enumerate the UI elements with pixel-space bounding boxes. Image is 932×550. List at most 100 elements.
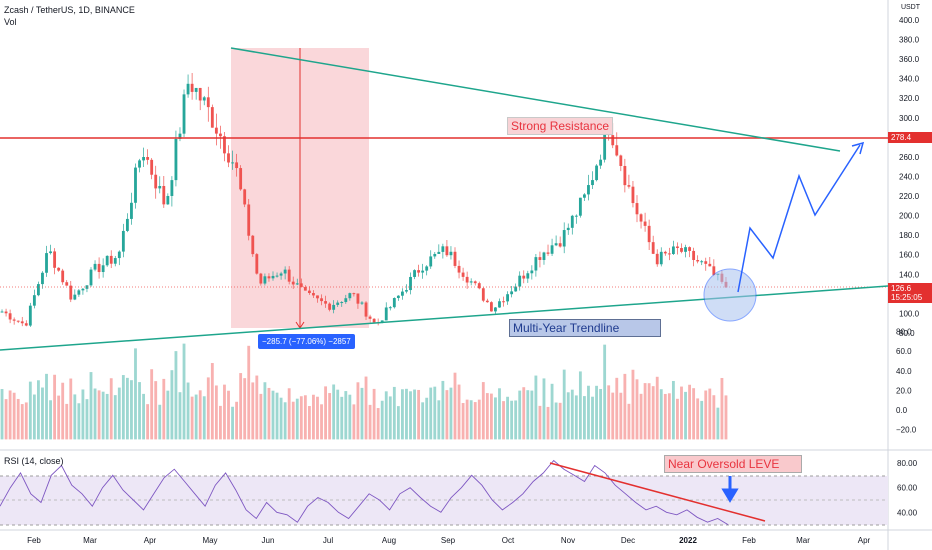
volume-bar xyxy=(720,377,724,440)
volume-bar xyxy=(146,404,150,440)
volume-bar xyxy=(659,389,663,440)
volume-bar xyxy=(611,392,615,440)
time-tick-label: Nov xyxy=(561,536,575,545)
volume-bar xyxy=(32,394,36,440)
candle-body xyxy=(279,273,283,276)
volume-bar xyxy=(77,403,81,440)
resistance-label[interactable]: Strong Resistance xyxy=(507,117,614,135)
volume-bar xyxy=(550,383,554,440)
volume-bar xyxy=(473,402,477,440)
volume-bar xyxy=(445,390,449,440)
candle-body xyxy=(558,243,562,247)
candle-body xyxy=(81,288,85,291)
time-tick-label: 2022 xyxy=(679,536,697,545)
candle-body xyxy=(530,270,534,274)
price-tick-label: 200.0 xyxy=(899,212,920,221)
candle-body xyxy=(61,270,65,283)
volume-bar xyxy=(494,397,497,440)
candle-body xyxy=(684,247,687,252)
candle-body xyxy=(303,287,307,291)
time-axis[interactable]: Feb Mar Apr May Jun Jul Aug Sep Oct Nov Dec 2022 Feb… xyxy=(27,536,870,545)
volume-bar xyxy=(684,391,687,440)
candle-body xyxy=(562,230,566,247)
rsi-axis: 80.00 60.00 40.00 xyxy=(897,459,918,517)
volume-bar xyxy=(667,393,671,440)
candle-body xyxy=(413,270,416,277)
volume-bar xyxy=(166,390,170,440)
volume-bar xyxy=(554,402,558,440)
volume-bar xyxy=(138,382,141,440)
volume-bar xyxy=(595,385,598,440)
volume-bar xyxy=(388,396,392,440)
candle-body xyxy=(210,107,214,128)
volume-bar xyxy=(101,391,105,440)
volume-bar xyxy=(299,396,303,440)
volume-bar xyxy=(202,396,206,440)
volume-bar xyxy=(469,400,473,440)
candle-body xyxy=(538,257,542,260)
candle-body xyxy=(105,255,109,266)
candle-body xyxy=(388,307,392,309)
projection-path[interactable] xyxy=(737,144,861,293)
volume-bar xyxy=(716,407,720,440)
volume-bar xyxy=(562,369,566,440)
volume-bar xyxy=(570,389,574,440)
volume-bar xyxy=(37,380,40,440)
candle-body xyxy=(469,281,473,283)
oversold-label[interactable]: Near Oversold LEVE xyxy=(664,455,802,473)
time-tick-label: Apr xyxy=(858,536,871,545)
volume-bar xyxy=(61,382,65,440)
volume-bar xyxy=(489,393,493,440)
candle-body xyxy=(142,157,145,161)
volume-bar xyxy=(303,395,307,440)
volume-bar xyxy=(73,394,77,440)
volume-bar xyxy=(130,380,133,440)
candle-body xyxy=(655,253,659,265)
candle-body xyxy=(243,189,247,205)
volume-bar xyxy=(599,388,603,440)
volume-bar xyxy=(24,402,28,440)
candle-body xyxy=(307,290,311,294)
candle-body xyxy=(372,318,376,323)
volume-bar xyxy=(643,383,647,440)
candle-body xyxy=(121,230,125,252)
price-tick-label: 320.0 xyxy=(899,94,920,103)
candle-body xyxy=(635,203,639,215)
volume-bar xyxy=(125,377,129,440)
volume-bar xyxy=(239,373,243,440)
volume-bar xyxy=(380,400,384,440)
rsi-tick-label: 80.00 xyxy=(897,459,918,468)
candle-body xyxy=(336,302,340,305)
time-tick-label: Mar xyxy=(796,536,810,545)
volume-bar xyxy=(461,403,465,440)
volume-bar xyxy=(223,384,226,440)
descending-trendline[interactable] xyxy=(230,47,841,152)
volume-bar xyxy=(324,386,327,440)
price-tick-label: 380.0 xyxy=(899,36,920,45)
rsi-trendline[interactable] xyxy=(549,462,766,522)
symbol-title[interactable]: Zcash / TetherUS, 1D, BINANCE xyxy=(4,5,135,15)
candle-body xyxy=(526,273,530,279)
volume-bar xyxy=(437,400,441,440)
candle-body xyxy=(494,307,497,312)
candle-body xyxy=(409,276,412,291)
support-circle[interactable] xyxy=(703,268,757,322)
trendline-label[interactable]: Multi-Year Trendline xyxy=(509,319,661,337)
candle-body xyxy=(162,185,166,205)
candle-body xyxy=(97,263,101,273)
candle-body xyxy=(477,283,481,289)
projection-arrow-icon xyxy=(851,141,865,155)
volume-bar xyxy=(421,402,425,440)
volume-bar xyxy=(603,344,607,440)
volume-bar xyxy=(708,388,712,440)
price-tick-label: 100.0 xyxy=(899,309,920,318)
volume-bar xyxy=(623,373,627,440)
rsi-plot xyxy=(0,459,729,525)
candle-body xyxy=(174,138,178,181)
candle-body xyxy=(570,215,574,228)
volume-bar xyxy=(526,390,530,440)
volume-bar xyxy=(45,373,48,440)
volume-bar xyxy=(502,401,505,440)
candle-body xyxy=(32,295,36,306)
